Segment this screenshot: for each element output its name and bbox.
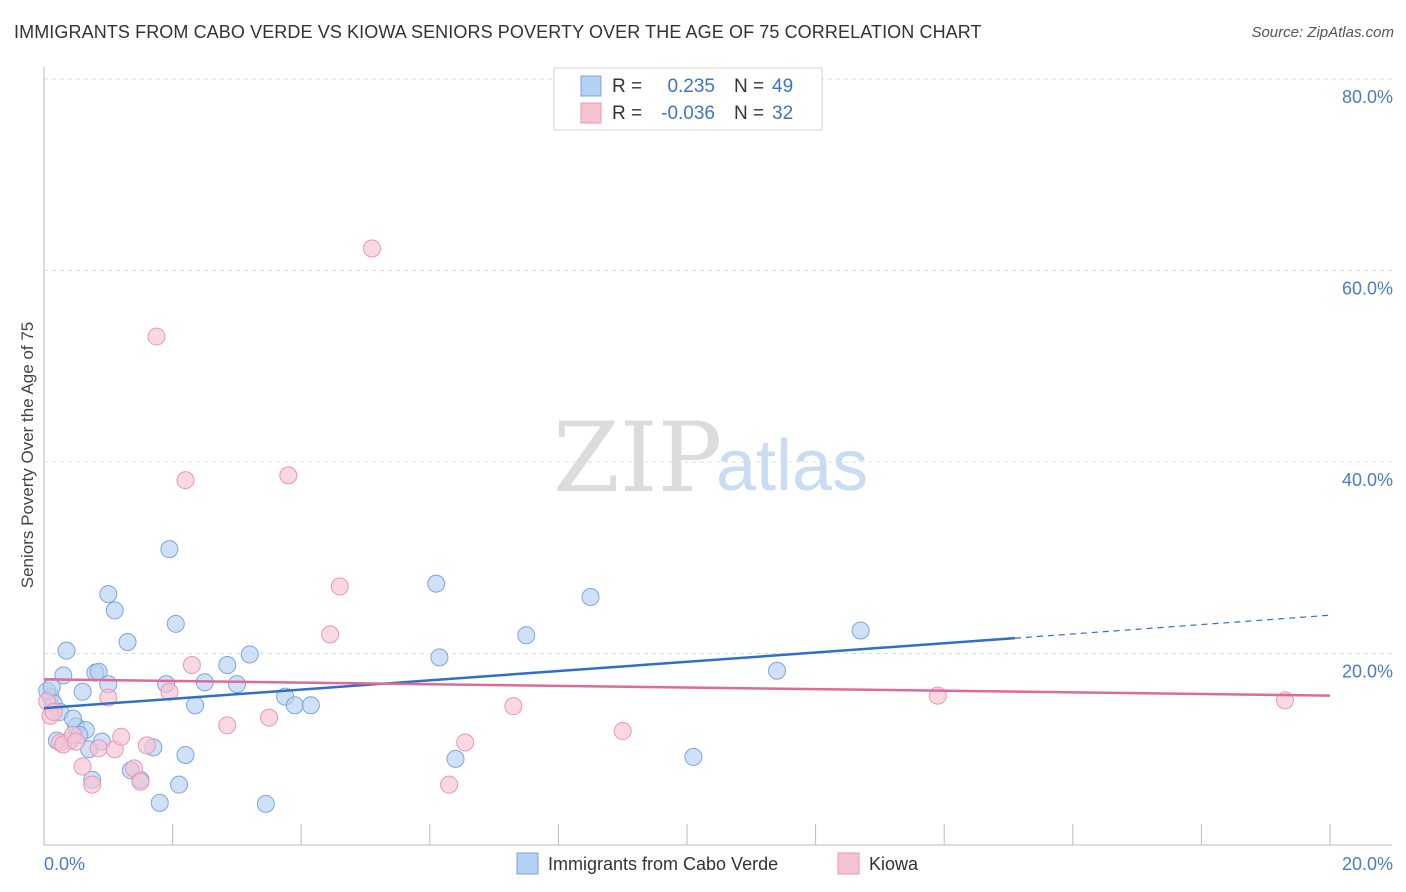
point-cabo-verde xyxy=(427,574,446,593)
trend-line-cabo-verde-extension xyxy=(1014,614,1331,639)
point-cabo-verde xyxy=(218,655,237,674)
point-cabo-verde xyxy=(517,626,536,645)
x-tick-label-max: 20.0% xyxy=(1342,854,1393,874)
point-cabo-verde xyxy=(581,588,600,607)
bottom-legend-label-blue: Immigrants from Cabo Verde xyxy=(548,854,778,874)
point-cabo-verde xyxy=(99,585,118,604)
trend-lines xyxy=(43,614,1331,710)
point-kiowa xyxy=(321,625,340,644)
bottom-legend-swatch-blue xyxy=(516,852,539,875)
point-cabo-verde xyxy=(256,794,275,813)
point-cabo-verde xyxy=(170,775,189,794)
point-cabo-verde xyxy=(851,621,870,640)
series-cabo-verde-points xyxy=(38,540,870,813)
point-kiowa xyxy=(67,732,86,751)
legend-n-value-blue: 49 xyxy=(772,76,793,97)
point-cabo-verde xyxy=(105,601,124,620)
legend-swatch-blue xyxy=(580,75,602,97)
legend-n-label-blue: N = xyxy=(734,76,764,97)
point-kiowa xyxy=(279,466,298,485)
point-cabo-verde xyxy=(446,749,465,768)
point-kiowa xyxy=(131,772,150,791)
legend-r-value-pink: -0.036 xyxy=(661,103,715,124)
y-tick-label: 80.0% xyxy=(1342,87,1393,107)
source-credit: Source: ZipAtlas.com xyxy=(1251,24,1394,41)
point-kiowa xyxy=(613,722,632,741)
point-cabo-verde xyxy=(301,696,320,715)
point-kiowa xyxy=(112,727,131,746)
watermark: ZIP atlas xyxy=(553,402,868,514)
y-tick-label: 60.0% xyxy=(1342,279,1393,299)
point-cabo-verde xyxy=(150,793,169,812)
trend-line-cabo-verde xyxy=(43,636,1016,710)
point-kiowa xyxy=(260,708,279,727)
point-cabo-verde xyxy=(285,696,304,715)
trend-line-kiowa xyxy=(43,678,1331,697)
point-kiowa xyxy=(83,775,102,794)
point-kiowa xyxy=(73,757,92,776)
point-cabo-verde xyxy=(430,648,449,667)
point-kiowa xyxy=(362,239,381,258)
y-axis-label: Seniors Poverty Over the Age of 75 xyxy=(18,322,37,588)
point-cabo-verde xyxy=(176,745,195,764)
bottom-legend-label-pink: Kiowa xyxy=(869,854,919,874)
legend-n-label-pink: N = xyxy=(734,103,764,124)
point-kiowa xyxy=(99,688,118,707)
point-cabo-verde xyxy=(73,682,92,701)
stats-legend: R = 0.235 N = 49 R = -0.036 N = 32 xyxy=(553,67,823,131)
x-tick-label-min: 0.0% xyxy=(44,854,85,874)
legend-r-value-blue: 0.235 xyxy=(667,76,715,97)
legend-n-value-pink: 32 xyxy=(772,103,793,124)
x-axis-ticks xyxy=(43,824,1331,845)
point-kiowa xyxy=(89,739,108,758)
y-tick-label: 20.0% xyxy=(1342,662,1393,682)
point-kiowa xyxy=(137,736,156,755)
series-legend: Immigrants from Cabo Verde Kiowa xyxy=(516,852,919,875)
series-kiowa-points xyxy=(38,239,1294,794)
point-cabo-verde xyxy=(63,709,82,728)
point-cabo-verde xyxy=(118,633,137,652)
chart-title: IMMIGRANTS FROM CABO VERDE VS KIOWA SENI… xyxy=(14,22,982,42)
legend-r-label-pink: R = xyxy=(612,103,642,124)
point-cabo-verde xyxy=(166,614,185,633)
legend-r-label-blue: R = xyxy=(612,76,642,97)
watermark-atlas: atlas xyxy=(716,426,868,506)
legend-swatch-pink xyxy=(580,102,602,124)
bottom-legend-swatch-pink xyxy=(837,852,860,875)
point-cabo-verde xyxy=(684,747,703,766)
point-kiowa xyxy=(440,775,459,794)
point-cabo-verde xyxy=(768,661,787,680)
point-cabo-verde xyxy=(186,696,205,715)
point-kiowa xyxy=(504,697,523,716)
y-tick-labels: 20.0% 40.0% 60.0% 80.0% xyxy=(1342,87,1393,682)
point-kiowa xyxy=(218,716,237,735)
point-cabo-verde xyxy=(57,641,76,660)
point-kiowa xyxy=(330,577,349,596)
watermark-zip: ZIP xyxy=(553,402,722,514)
point-cabo-verde xyxy=(227,675,246,694)
point-kiowa xyxy=(456,733,475,752)
gridlines xyxy=(44,78,1392,654)
point-kiowa xyxy=(182,655,201,674)
point-cabo-verde xyxy=(160,540,179,559)
point-cabo-verde xyxy=(240,645,259,664)
y-tick-label: 40.0% xyxy=(1342,470,1393,490)
point-kiowa xyxy=(147,327,166,346)
point-kiowa xyxy=(176,471,195,490)
